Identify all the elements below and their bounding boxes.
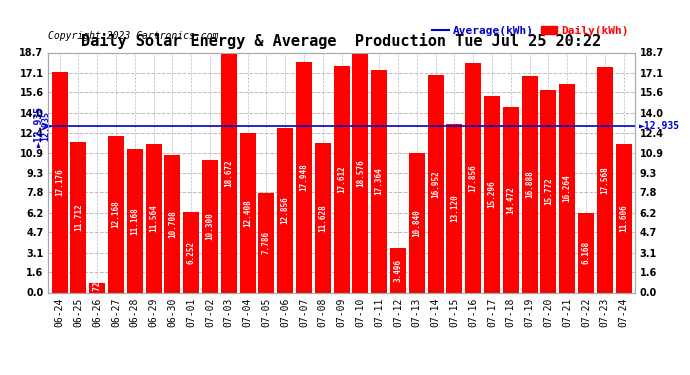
Bar bbox=[202, 160, 218, 292]
Bar bbox=[408, 153, 425, 292]
Bar bbox=[221, 53, 237, 292]
Text: 16.888: 16.888 bbox=[525, 170, 534, 198]
Bar bbox=[258, 193, 275, 292]
Bar bbox=[89, 283, 105, 292]
Bar bbox=[371, 70, 387, 292]
Text: 6.168: 6.168 bbox=[582, 242, 591, 264]
Text: 14.472: 14.472 bbox=[506, 186, 515, 213]
Bar bbox=[70, 142, 86, 292]
Text: 11.168: 11.168 bbox=[130, 207, 139, 235]
Text: 12.168: 12.168 bbox=[112, 201, 121, 228]
Bar bbox=[333, 66, 350, 292]
Text: 11.712: 11.712 bbox=[74, 204, 83, 231]
Text: 6.252: 6.252 bbox=[187, 241, 196, 264]
Text: 17.176: 17.176 bbox=[55, 168, 64, 196]
Bar bbox=[484, 96, 500, 292]
Text: 10.300: 10.300 bbox=[206, 213, 215, 240]
Bar bbox=[127, 149, 143, 292]
Text: 17.612: 17.612 bbox=[337, 166, 346, 194]
Text: 15.296: 15.296 bbox=[487, 180, 496, 208]
Bar bbox=[277, 128, 293, 292]
Text: 17.948: 17.948 bbox=[299, 164, 308, 191]
Text: 0.728: 0.728 bbox=[92, 276, 101, 299]
Bar bbox=[108, 136, 124, 292]
Bar bbox=[540, 90, 556, 292]
Text: 12.856: 12.856 bbox=[281, 196, 290, 224]
Bar bbox=[353, 54, 368, 292]
Text: 15.772: 15.772 bbox=[544, 177, 553, 205]
Bar bbox=[522, 76, 538, 292]
Text: 10.708: 10.708 bbox=[168, 210, 177, 238]
Text: 12.935: 12.935 bbox=[41, 111, 50, 141]
Text: 11.606: 11.606 bbox=[619, 204, 628, 232]
Bar bbox=[183, 212, 199, 292]
Text: 13.120: 13.120 bbox=[450, 194, 459, 222]
Text: 10.840: 10.840 bbox=[412, 209, 421, 237]
Text: 17.568: 17.568 bbox=[600, 166, 609, 194]
Title: Daily Solar Energy & Average  Production Tue Jul 25 20:22: Daily Solar Energy & Average Production … bbox=[81, 33, 602, 48]
Bar bbox=[296, 62, 312, 292]
Bar bbox=[446, 124, 462, 292]
Text: ►12.935: ►12.935 bbox=[34, 106, 44, 147]
Text: 11.628: 11.628 bbox=[318, 204, 327, 232]
Bar bbox=[597, 67, 613, 292]
Text: 18.576: 18.576 bbox=[356, 159, 365, 187]
Text: 12.408: 12.408 bbox=[243, 199, 252, 227]
Text: 3.496: 3.496 bbox=[393, 258, 402, 282]
Text: 16.264: 16.264 bbox=[562, 174, 571, 202]
Bar bbox=[52, 72, 68, 292]
Bar bbox=[146, 144, 161, 292]
Bar bbox=[164, 155, 180, 292]
Text: 17.364: 17.364 bbox=[375, 167, 384, 195]
Text: 17.856: 17.856 bbox=[469, 164, 477, 192]
Text: 16.952: 16.952 bbox=[431, 170, 440, 198]
Legend: Average(kWh), Daily(kWh): Average(kWh), Daily(kWh) bbox=[432, 26, 629, 36]
Bar bbox=[390, 248, 406, 292]
Bar bbox=[578, 213, 594, 292]
Bar bbox=[428, 75, 444, 292]
Bar bbox=[559, 84, 575, 292]
Bar bbox=[465, 63, 481, 292]
Text: ►12.935: ►12.935 bbox=[639, 122, 680, 132]
Text: 11.564: 11.564 bbox=[149, 204, 158, 232]
Bar bbox=[615, 144, 631, 292]
Text: 7.786: 7.786 bbox=[262, 231, 271, 254]
Text: Copyright 2023 Cartronics.com: Copyright 2023 Cartronics.com bbox=[48, 31, 219, 41]
Bar bbox=[239, 133, 255, 292]
Bar bbox=[503, 107, 519, 292]
Text: 18.672: 18.672 bbox=[224, 159, 233, 186]
Bar bbox=[315, 143, 331, 292]
